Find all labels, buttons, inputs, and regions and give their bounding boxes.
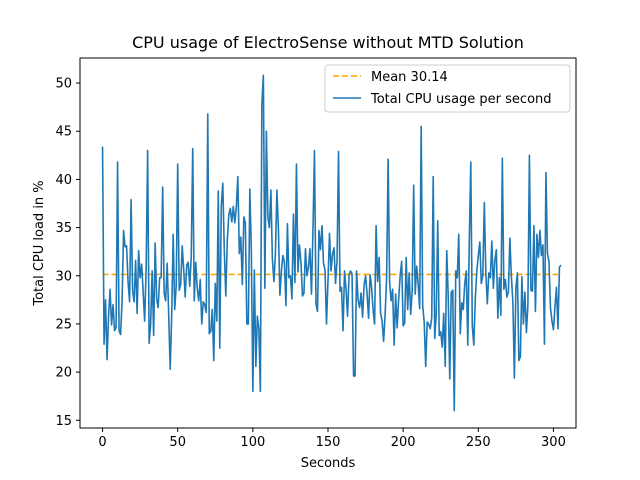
x-tick-label: 0	[98, 435, 106, 450]
legend-series-label: Total CPU usage per second	[370, 92, 552, 107]
x-tick-label: 150	[316, 435, 341, 450]
x-tick-label: 300	[541, 435, 566, 450]
y-tick-label: 40	[55, 173, 72, 188]
x-tick-label: 250	[466, 435, 491, 450]
x-axis-label: Seconds	[301, 456, 356, 471]
y-axis-label: Total CPU load in %	[32, 180, 47, 306]
x-tick-label: 100	[240, 435, 265, 450]
y-tick-label: 50	[55, 77, 72, 92]
y-tick-label: 20	[55, 366, 72, 381]
x-axis-ticks: 0 50 100 150 200 250 300	[98, 428, 566, 450]
legend-box	[324, 64, 571, 113]
x-tick-label: 200	[391, 435, 416, 450]
y-tick-label: 15	[55, 414, 72, 429]
y-axis-ticks: 15 20 25 30 35 40 45 50	[55, 77, 80, 429]
y-tick-label: 25	[55, 317, 72, 332]
cpu-usage-series-line	[101, 74, 562, 412]
y-tick-label: 35	[55, 221, 72, 236]
y-tick-label: 45	[55, 125, 72, 140]
chart-title: CPU usage of ElectroSense without MTD So…	[132, 33, 524, 52]
legend: Mean 30.14 Total CPU usage per second	[324, 64, 571, 113]
legend-mean-label: Mean 30.14	[371, 70, 448, 85]
y-tick-label: 30	[55, 269, 72, 284]
plot-area	[79, 57, 577, 429]
x-tick-label: 50	[169, 435, 186, 450]
